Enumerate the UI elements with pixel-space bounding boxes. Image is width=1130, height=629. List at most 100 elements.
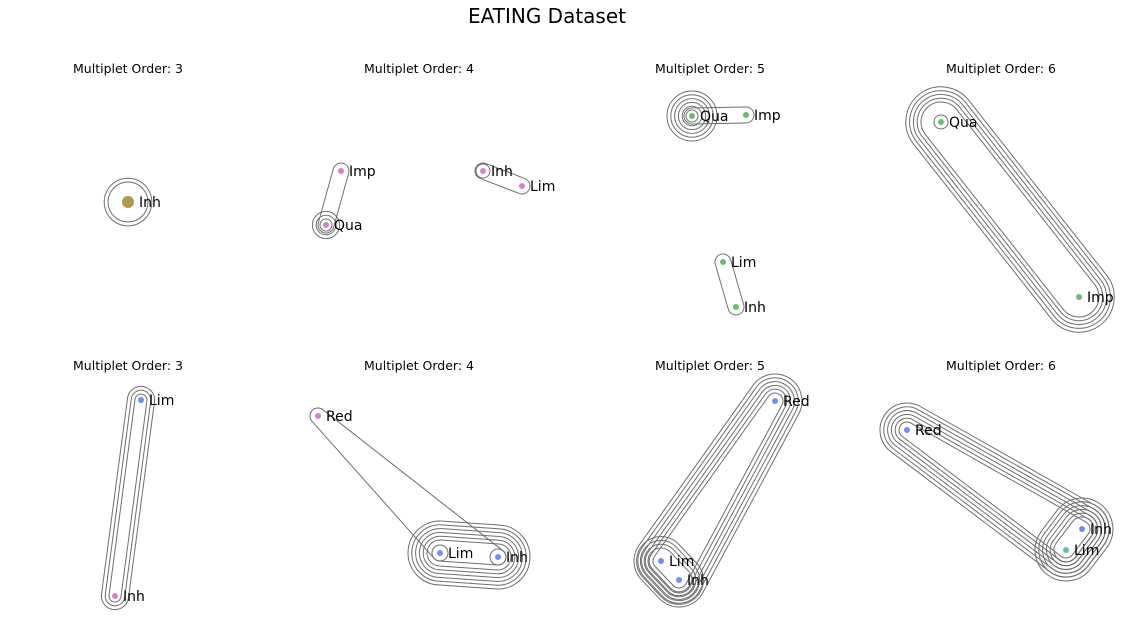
hyperedge-outline xyxy=(1046,509,1102,570)
hyperedge-outline xyxy=(639,539,701,602)
node-label: Inh xyxy=(491,164,513,180)
hyperedge-outline xyxy=(670,94,714,138)
node-lim xyxy=(519,183,525,189)
hyperedge-outline xyxy=(431,544,449,562)
hyperedge-outline xyxy=(475,163,491,179)
node-red xyxy=(904,427,910,433)
node-inh xyxy=(676,577,682,583)
hyperedge-outline xyxy=(920,101,1100,318)
hyperedge-outline xyxy=(107,181,149,223)
hyperedge-outline xyxy=(905,86,1115,333)
hyperedge-outline xyxy=(426,539,512,571)
node-label: Inh xyxy=(687,573,709,589)
hyperedge-outline xyxy=(898,421,1091,559)
panel-title: Multiplet Order: 3 xyxy=(73,61,183,76)
hyperedge-outline xyxy=(681,105,703,127)
hyperedge-outline xyxy=(419,531,519,579)
panel-title: Multiplet Order: 6 xyxy=(946,61,1056,76)
panel-title: Multiplet Order: 3 xyxy=(73,358,183,373)
node-label: Inh xyxy=(123,589,145,605)
node-label: Imp xyxy=(754,108,781,124)
hyperedge-outline xyxy=(644,384,792,597)
hyperedge-outline xyxy=(685,109,699,123)
node-inh xyxy=(1079,526,1085,532)
node-inh xyxy=(122,196,134,208)
hyperedge-outline xyxy=(652,392,784,589)
panels: Multiplet Order: 3 Inh Multiplet Order: 4 I… xyxy=(73,61,1115,611)
hyperedge-outline xyxy=(909,90,1111,329)
panel-3: Multiplet Order: 5 Qua Imp Lim Inh xyxy=(655,61,781,316)
node-inh xyxy=(733,304,739,310)
node-red xyxy=(772,398,778,404)
panel-7: Multiplet Order: 5 Red Lim Inh xyxy=(633,358,810,608)
hyperedge-outline xyxy=(894,417,1095,563)
node-qua xyxy=(689,113,695,119)
figure-title: EATING Dataset xyxy=(468,4,626,28)
node-red xyxy=(315,413,321,419)
panel-title: Multiplet Order: 5 xyxy=(655,61,765,76)
hyperedge-outline xyxy=(315,214,337,236)
panel-title: Multiplet Order: 4 xyxy=(364,358,474,373)
node-label: Imp xyxy=(349,164,376,180)
hyperedge-outline xyxy=(317,162,350,234)
node-inh xyxy=(112,593,118,599)
hyperedge-outline xyxy=(1053,516,1095,563)
hyperedge-outline xyxy=(415,528,523,582)
hyperedge-outline xyxy=(647,547,693,594)
node-label: Qua xyxy=(334,218,362,234)
hyperedge-outline xyxy=(633,373,803,608)
node-label: Inh xyxy=(744,300,766,316)
panel-6: Multiplet Order: 4 Red Lim Inh xyxy=(309,358,531,590)
node-label: Lim xyxy=(448,546,473,562)
hyperedge-outline xyxy=(683,106,755,125)
hyperedge-outline xyxy=(916,97,1104,322)
hyperedge-outline xyxy=(933,114,949,130)
node-imp xyxy=(1076,294,1082,300)
hyperedge-outline xyxy=(677,101,707,131)
node-qua xyxy=(938,119,944,125)
hyperedge-outline xyxy=(311,210,341,240)
hyperedge-outline xyxy=(648,388,788,593)
node-label: Inh xyxy=(139,195,161,211)
node-lim xyxy=(720,259,726,265)
hyperedge-outline xyxy=(1034,497,1114,582)
hyperedge-outline xyxy=(100,385,156,611)
hyperedge-outline xyxy=(714,253,745,316)
panel-8: Multiplet Order: 6 Red Inh Lim xyxy=(879,358,1114,582)
hyperedge-outline xyxy=(104,389,152,607)
node-lim xyxy=(138,397,144,403)
panel-5: Multiplet Order: 3 Lim Inh xyxy=(73,358,183,611)
node-label: Lim xyxy=(669,554,694,570)
hyperedge-outline xyxy=(309,407,507,566)
hyperedge-outline xyxy=(637,377,799,604)
panel-title: Multiplet Order: 4 xyxy=(364,61,474,76)
hyperedge-outline xyxy=(411,524,527,586)
node-label: Red xyxy=(915,423,942,439)
node-inh xyxy=(480,168,486,174)
node-label: Inh xyxy=(506,550,528,566)
panel-1: Multiplet Order: 3 Inh xyxy=(73,61,183,227)
node-label: Lim xyxy=(731,255,756,271)
node-imp xyxy=(743,112,749,118)
hyperedge-outline xyxy=(1038,501,1110,578)
node-label: Lim xyxy=(149,393,174,409)
hyperedge-outline xyxy=(912,94,1107,325)
hyperedge-outline xyxy=(636,536,704,605)
hyperedge-outline xyxy=(489,548,507,566)
hyperedge-outline xyxy=(407,520,531,590)
node-lim xyxy=(1063,547,1069,553)
node-label: Lim xyxy=(1074,543,1099,559)
node-lim xyxy=(658,558,664,564)
hyperedge-outline xyxy=(108,393,148,603)
hyperedge-outline xyxy=(319,218,333,232)
panel-title: Multiplet Order: 6 xyxy=(946,358,1056,373)
hyperedge-outline xyxy=(666,90,718,142)
hyperedge-outline xyxy=(474,162,531,195)
panel-title: Multiplet Order: 5 xyxy=(655,358,765,373)
panel-4: Multiplet Order: 6 Qua Imp xyxy=(905,61,1115,333)
node-label: Inh xyxy=(1090,522,1112,538)
hyperedge-outline xyxy=(1049,512,1099,567)
hyperedge-outline xyxy=(1042,505,1106,574)
node-inh xyxy=(495,554,501,560)
